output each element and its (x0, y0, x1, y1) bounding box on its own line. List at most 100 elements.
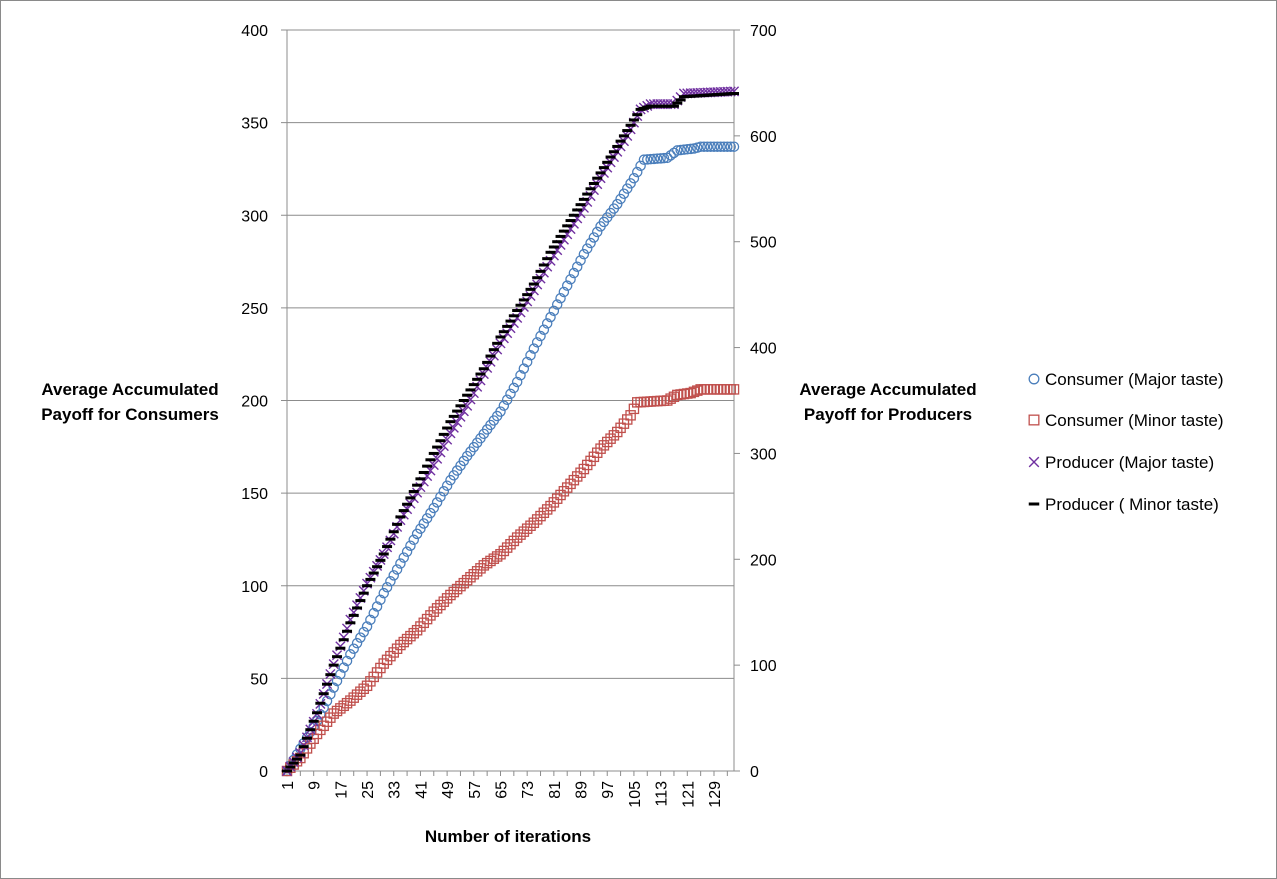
x-tick-label: 121 (680, 781, 697, 808)
data-point (642, 396, 653, 407)
data-point (448, 586, 460, 598)
data-point (538, 507, 550, 519)
data-point (358, 683, 369, 694)
data-point (662, 395, 673, 406)
data-point (725, 141, 736, 152)
x-tick-label: 33 (387, 781, 404, 799)
data-point (435, 491, 446, 503)
x-tick-label: 57 (467, 781, 484, 799)
data-point (455, 580, 466, 592)
data-point (635, 160, 646, 172)
data-point (428, 459, 439, 471)
data-point (395, 639, 406, 651)
data-point (551, 493, 563, 504)
x-tick-label: 25 (360, 781, 377, 799)
data-point (445, 428, 456, 439)
legend-item: Consumer (Minor taste) (1028, 411, 1224, 430)
data-point (528, 343, 540, 354)
data-point (438, 440, 449, 452)
data-point (468, 569, 480, 580)
data-point (598, 440, 610, 451)
legend-marker (1028, 456, 1040, 468)
data-point (425, 610, 436, 621)
data-point (378, 658, 389, 669)
y-left-tick-label: 300 (241, 208, 268, 225)
data-point (398, 552, 410, 563)
data-point (501, 542, 513, 553)
data-point (525, 350, 536, 361)
data-point (692, 385, 703, 396)
data-point (421, 613, 433, 625)
data-point (672, 145, 683, 156)
x-tick-label: 129 (707, 781, 724, 808)
data-point (495, 549, 506, 560)
data-point (525, 520, 536, 531)
y-axis-right-title-line2: Payoff for Producers (804, 405, 972, 424)
data-point (335, 669, 346, 680)
data-point (705, 384, 716, 395)
data-point (645, 396, 656, 407)
data-point (331, 675, 343, 687)
data-point (428, 502, 440, 514)
data-point (348, 643, 359, 654)
y-left-tick-label: 50 (250, 671, 268, 688)
data-point (645, 153, 656, 165)
data-point (608, 430, 620, 441)
data-point (445, 589, 456, 601)
data-point (432, 453, 443, 464)
data-point (581, 243, 593, 254)
x-tick-label: 97 (600, 781, 617, 799)
data-point (628, 403, 640, 415)
data-point (658, 152, 670, 164)
data-point (378, 587, 389, 599)
data-point (431, 603, 443, 614)
data-point (495, 406, 506, 417)
data-point (551, 299, 563, 310)
data-point (391, 643, 403, 654)
data-point (601, 436, 613, 448)
data-point (381, 581, 393, 593)
legend-label: Consumer (Minor taste) (1045, 411, 1224, 430)
legend-marker (1028, 373, 1040, 385)
data-point (668, 147, 680, 159)
data-point (698, 141, 710, 152)
data-point (722, 141, 733, 152)
y-right-tick-label: 300 (750, 446, 777, 463)
y-axis-left-title-line2: Payoff for Consumers (41, 405, 219, 424)
data-point (528, 517, 540, 529)
data-point (351, 637, 363, 649)
x-tick-label: 73 (520, 781, 537, 799)
legend-label: Producer (Major taste) (1045, 453, 1214, 472)
data-point (465, 571, 476, 583)
data-point (415, 621, 426, 632)
data-point (505, 388, 516, 400)
y-left-tick-label: 400 (241, 23, 268, 40)
data-point (338, 662, 349, 673)
data-point (408, 627, 420, 639)
data-point (541, 318, 553, 329)
data-point (728, 141, 740, 152)
data-point (461, 574, 473, 586)
data-point (438, 596, 450, 607)
data-point (405, 630, 416, 642)
data-point (718, 141, 730, 152)
data-point (545, 500, 556, 512)
data-point (371, 601, 383, 612)
data-point (381, 654, 393, 666)
data-point (648, 396, 660, 407)
series-layer (281, 86, 740, 777)
data-point (388, 570, 399, 581)
data-point (438, 486, 450, 497)
x-tick-label: 1 (280, 781, 297, 790)
data-point (588, 232, 600, 243)
data-point (395, 558, 406, 569)
data-point (531, 514, 543, 525)
data-point (545, 311, 556, 323)
data-point (702, 141, 713, 152)
data-point (541, 504, 553, 515)
data-point (625, 410, 636, 421)
data-point (385, 576, 396, 587)
data-point (425, 507, 436, 519)
data-point (328, 682, 339, 693)
